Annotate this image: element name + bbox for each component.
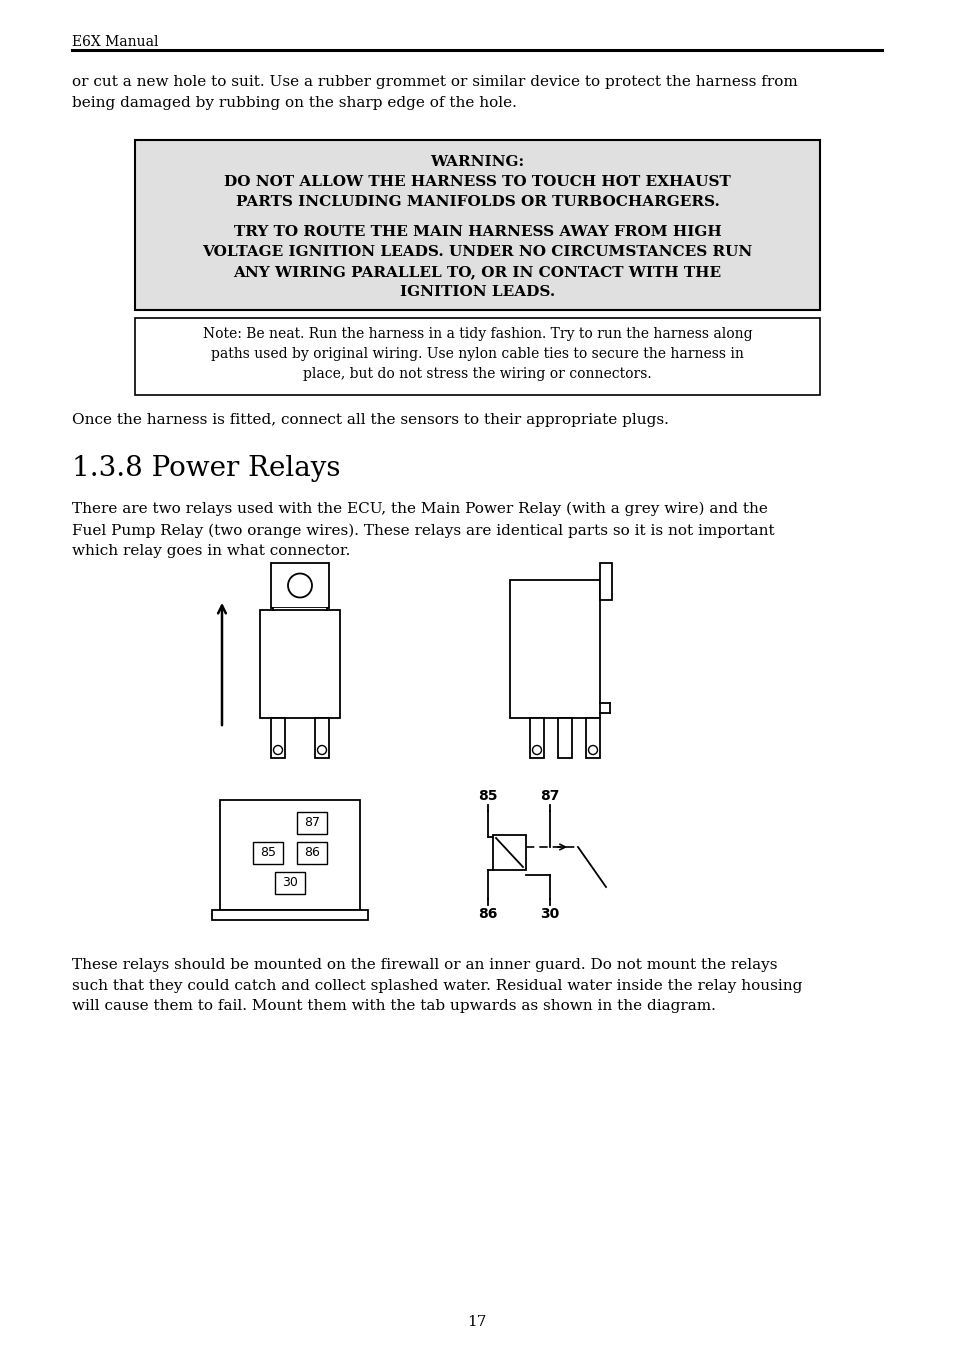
Bar: [274, 871, 305, 894]
Text: IGNITION LEADS.: IGNITION LEADS.: [399, 285, 555, 299]
Bar: [260, 611, 339, 717]
Text: ANY WIRING PARALLEL TO, OR IN CONTACT WITH THE: ANY WIRING PARALLEL TO, OR IN CONTACT WI…: [233, 265, 720, 280]
Bar: [271, 563, 329, 608]
Circle shape: [532, 746, 541, 754]
Circle shape: [274, 746, 282, 754]
Bar: [585, 717, 599, 758]
Bar: [296, 842, 327, 865]
Text: PARTS INCLUDING MANIFOLDS OR TURBOCHARGERS.: PARTS INCLUDING MANIFOLDS OR TURBOCHARGE…: [235, 195, 719, 209]
Bar: [510, 580, 599, 717]
Text: 87: 87: [304, 816, 319, 830]
Bar: [558, 717, 572, 758]
Text: VOLTAGE IGNITION LEADS. UNDER NO CIRCUMSTANCES RUN: VOLTAGE IGNITION LEADS. UNDER NO CIRCUMS…: [202, 245, 752, 259]
Text: 87: 87: [539, 789, 559, 802]
Text: WARNING:: WARNING:: [430, 155, 524, 169]
Text: 17: 17: [467, 1315, 486, 1329]
Text: E6X Manual: E6X Manual: [71, 35, 158, 49]
Bar: [314, 717, 329, 758]
Bar: [296, 812, 327, 834]
Bar: [212, 911, 368, 920]
Text: 86: 86: [477, 907, 497, 921]
Bar: [220, 800, 359, 911]
Text: 1.3.8 Power Relays: 1.3.8 Power Relays: [71, 455, 340, 482]
Bar: [493, 835, 525, 870]
Text: These relays should be mounted on the firewall or an inner guard. Do not mount t: These relays should be mounted on the fi…: [71, 958, 801, 1013]
Text: Note: Be neat. Run the harness in a tidy fashion. Try to run the harness along
p: Note: Be neat. Run the harness in a tidy…: [202, 327, 752, 381]
Circle shape: [588, 746, 597, 754]
Text: 30: 30: [539, 907, 559, 921]
Bar: [271, 717, 285, 758]
Text: There are two relays used with the ECU, the Main Power Relay (with a grey wire) : There are two relays used with the ECU, …: [71, 503, 774, 558]
Text: or cut a new hole to suit. Use a rubber grommet or similar device to protect the: or cut a new hole to suit. Use a rubber …: [71, 76, 797, 109]
Bar: [530, 717, 543, 758]
Bar: [135, 141, 820, 309]
Bar: [273, 608, 327, 611]
Circle shape: [288, 574, 312, 597]
Bar: [599, 563, 612, 600]
Text: 85: 85: [260, 847, 275, 859]
Text: 30: 30: [282, 877, 297, 889]
Bar: [135, 317, 820, 394]
Text: Once the harness is fitted, connect all the sensors to their appropriate plugs.: Once the harness is fitted, connect all …: [71, 413, 668, 427]
Text: DO NOT ALLOW THE HARNESS TO TOUCH HOT EXHAUST: DO NOT ALLOW THE HARNESS TO TOUCH HOT EX…: [224, 176, 730, 189]
Text: TRY TO ROUTE THE MAIN HARNESS AWAY FROM HIGH: TRY TO ROUTE THE MAIN HARNESS AWAY FROM …: [233, 226, 720, 239]
Text: 85: 85: [477, 789, 497, 802]
Circle shape: [317, 746, 326, 754]
Text: 86: 86: [304, 847, 319, 859]
Bar: [253, 842, 283, 865]
